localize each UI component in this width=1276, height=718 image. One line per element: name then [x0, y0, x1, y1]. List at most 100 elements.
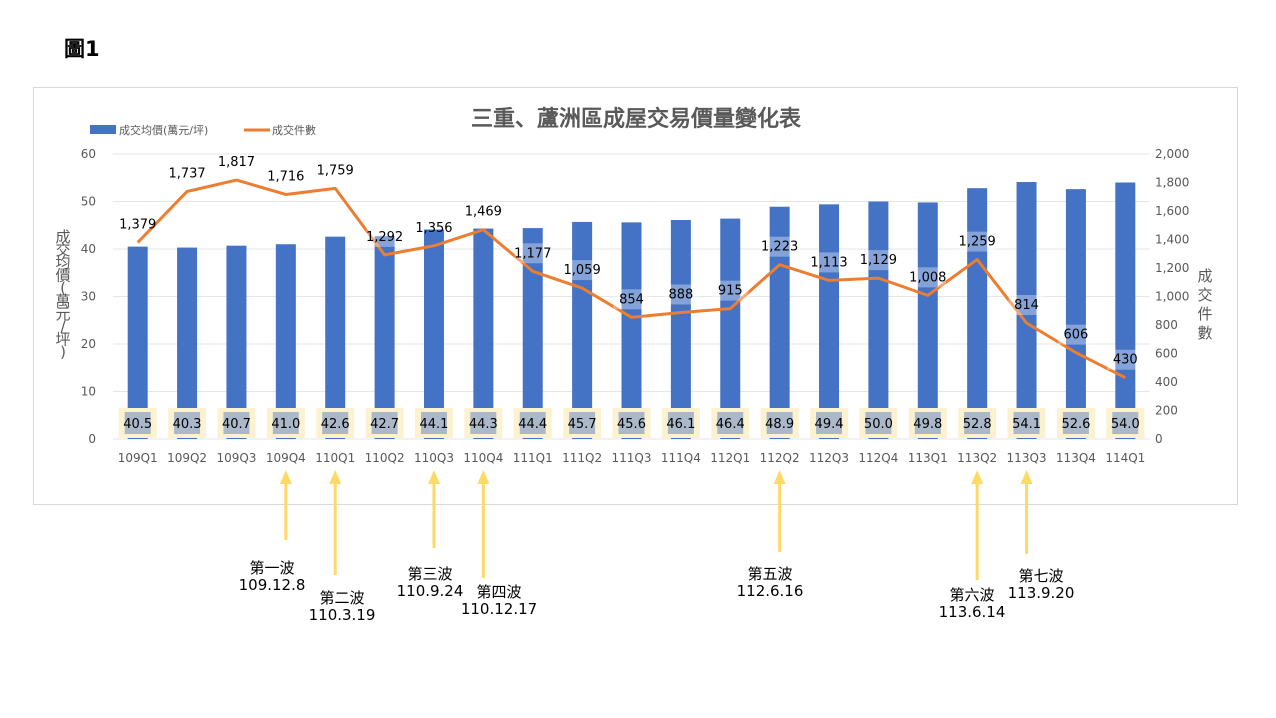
- chart-title: 三重、蘆洲區成屋交易價量變化表: [471, 106, 802, 132]
- wave-label: 第五波 112.6.16: [737, 566, 804, 600]
- bar-data-label: 44.4: [518, 417, 547, 432]
- right-axis-tick-label: 0: [1155, 432, 1163, 446]
- bar-label-box: [316, 408, 355, 438]
- bar-label-inner: [223, 412, 250, 434]
- line-data-label: 1,356: [415, 221, 452, 236]
- line-data-label: 915: [718, 284, 743, 299]
- wave-date: 110.3.19: [308, 606, 376, 624]
- bar: [819, 204, 840, 439]
- bar-data-label: 48.9: [765, 417, 794, 432]
- bar-data-label: 44.1: [419, 417, 448, 432]
- line-data-label: 1,759: [317, 163, 354, 178]
- right-axis-tick-label: 400: [1155, 375, 1178, 389]
- line-label-box: [564, 260, 601, 281]
- line-label-box: [909, 267, 946, 288]
- wave-name: 第二波: [319, 589, 365, 607]
- line-data-label: 1,129: [860, 253, 897, 268]
- x-axis-tick-label: 113Q3: [1007, 451, 1047, 465]
- bar-data-label: 49.4: [815, 417, 844, 432]
- wave-date: 109.12.8: [238, 576, 306, 594]
- right-axis-title: 成交件數: [1197, 267, 1212, 342]
- line-data-label: 1,716: [267, 169, 304, 184]
- wave-arrow-head: [1020, 470, 1033, 484]
- bar-data-label: 45.7: [568, 417, 597, 432]
- bar: [720, 218, 741, 439]
- bar-label-box: [168, 408, 207, 438]
- bar-data-label: 50.0: [864, 417, 893, 432]
- bar-label-box: [414, 408, 453, 438]
- bar-data-label: 45.6: [617, 417, 646, 432]
- x-axis-tick-label: 109Q1: [118, 451, 158, 465]
- line-data-label: 1,469: [465, 205, 502, 220]
- right-axis-tick-label: 1,200: [1155, 261, 1189, 275]
- legend-swatch-bar: [90, 125, 116, 134]
- bar-label-box: [760, 408, 799, 438]
- bar-data-label: 46.4: [716, 417, 745, 432]
- bar-data-label: 49.8: [913, 417, 942, 432]
- x-axis-tick-label: 113Q4: [1056, 451, 1096, 465]
- bar-data-label: 42.7: [370, 417, 399, 432]
- line-data-label: 1,737: [168, 166, 205, 181]
- x-axis-tick-label: 110Q1: [315, 451, 355, 465]
- bar-data-label: 42.6: [321, 417, 350, 432]
- wave-arrow-head: [427, 470, 440, 484]
- left-axis-tick-label: 50: [81, 195, 96, 209]
- right-axis-tick-label: 600: [1155, 347, 1178, 361]
- wave-label: 第六波 113.6.14: [939, 587, 1006, 621]
- wave-name: 第六波: [949, 586, 995, 604]
- bar-label-inner: [1013, 412, 1040, 434]
- line-data-label: 430: [1113, 353, 1138, 368]
- bar-label-inner: [322, 412, 349, 434]
- x-axis-tick-label: 110Q2: [365, 451, 405, 465]
- wave-arrow-head: [279, 470, 292, 484]
- x-axis-tick-label: 113Q1: [908, 451, 948, 465]
- bar: [127, 246, 148, 439]
- legend-label-bar: 成交均價(萬元/坪): [119, 123, 208, 137]
- bar-label-box: [365, 408, 404, 438]
- bar-label-inner: [569, 412, 596, 434]
- wave-name: 第三波: [407, 565, 453, 583]
- bar: [275, 244, 296, 439]
- wave-name: 第四波: [476, 583, 522, 601]
- line-data-label: 606: [1064, 328, 1089, 343]
- line-label-box: [662, 284, 699, 305]
- bar-label-box: [266, 408, 305, 438]
- line-label-box: [811, 252, 848, 273]
- left-axis-tick-label: 0: [88, 432, 96, 446]
- bar-label-inner: [914, 412, 941, 434]
- bar-data-label: 44.3: [469, 417, 498, 432]
- line-label-box: [860, 250, 897, 271]
- line-label-box: [1057, 324, 1094, 345]
- x-axis-tick-label: 112Q3: [809, 451, 849, 465]
- bar: [572, 221, 593, 439]
- bar-label-box: [1106, 408, 1145, 438]
- x-axis-tick-label: 111Q4: [661, 451, 701, 465]
- right-axis-tick-label: 2,000: [1155, 147, 1189, 161]
- right-axis-tick-label: 1,000: [1155, 290, 1189, 304]
- bar: [226, 245, 247, 439]
- right-axis-tick-label: 1,800: [1155, 176, 1189, 190]
- wave-name: 第五波: [747, 565, 793, 583]
- x-axis-tick-label: 112Q2: [760, 451, 800, 465]
- bar-data-label: 52.6: [1061, 417, 1090, 432]
- x-axis-tick-label: 109Q3: [216, 451, 256, 465]
- x-axis-tick-label: 111Q2: [562, 451, 602, 465]
- wave-label: 第一波 109.12.8: [239, 560, 306, 594]
- bar: [177, 247, 198, 439]
- line-data-label: 1,223: [761, 240, 798, 255]
- bar-label-inner: [766, 412, 793, 434]
- bar-label-inner: [816, 412, 843, 434]
- line-data-label: 888: [668, 287, 693, 302]
- bar: [670, 220, 691, 439]
- bar-label-inner: [865, 412, 892, 434]
- bar-data-label: 54.1: [1012, 417, 1041, 432]
- line-label-box: [761, 236, 798, 257]
- line-label-box: [366, 226, 403, 247]
- bar-label-inner: [964, 412, 991, 434]
- bar-label-box: [661, 408, 700, 438]
- x-axis-tick-label: 109Q2: [167, 451, 207, 465]
- bar: [917, 202, 938, 439]
- bar-data-label: 54.0: [1111, 417, 1140, 432]
- bar-label-box: [563, 408, 602, 438]
- bar-label-inner: [667, 412, 694, 434]
